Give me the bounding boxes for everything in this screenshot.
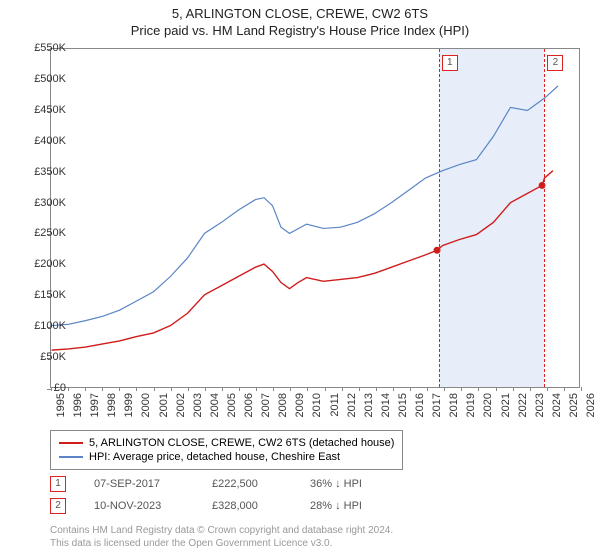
sale-marker-box: 2 xyxy=(547,55,563,71)
sale-row: 1 07-SEP-2017 £222,500 36% ↓ HPI xyxy=(50,476,362,492)
y-axis-label: £250K xyxy=(20,227,66,239)
x-axis-label: 2021 xyxy=(500,393,512,433)
x-axis-label: 2024 xyxy=(551,393,563,433)
y-axis-label: £350K xyxy=(20,166,66,178)
y-axis-label: £300K xyxy=(20,197,66,209)
x-axis-label: 2012 xyxy=(346,393,358,433)
legend-item: HPI: Average price, detached house, Ches… xyxy=(59,451,394,463)
x-axis-label: 2000 xyxy=(140,393,152,433)
sale-marker-icon: 2 xyxy=(50,498,66,514)
sale-marker-box: 1 xyxy=(442,55,458,71)
x-axis-label: 2019 xyxy=(465,393,477,433)
sale-price: £222,500 xyxy=(212,478,282,490)
x-axis-label: 2005 xyxy=(226,393,238,433)
x-axis-label: 2002 xyxy=(175,393,187,433)
legend-swatch xyxy=(59,456,83,458)
y-axis-label: £100K xyxy=(20,320,66,332)
x-axis-label: 2013 xyxy=(363,393,375,433)
plot-area: 1995199619971998199920002001200220032004… xyxy=(50,48,580,388)
sale-marker-line xyxy=(544,49,545,387)
x-axis-label: 2018 xyxy=(448,393,460,433)
x-axis-label: 1997 xyxy=(89,393,101,433)
x-axis-label: 2017 xyxy=(431,393,443,433)
y-axis-label: £450K xyxy=(20,104,66,116)
legend-label: HPI: Average price, detached house, Ches… xyxy=(89,451,340,463)
x-axis-label: 2023 xyxy=(534,393,546,433)
chart-subtitle: Price paid vs. HM Land Registry's House … xyxy=(0,23,600,38)
x-axis-label: 2016 xyxy=(414,393,426,433)
legend: 5, ARLINGTON CLOSE, CREWE, CW2 6TS (deta… xyxy=(50,430,403,470)
legend-item: 5, ARLINGTON CLOSE, CREWE, CW2 6TS (deta… xyxy=(59,437,394,449)
y-axis-label: £50K xyxy=(20,351,66,363)
y-axis-label: £0 xyxy=(20,382,66,394)
sale-price: £328,000 xyxy=(212,500,282,512)
legend-label: 5, ARLINGTON CLOSE, CREWE, CW2 6TS (deta… xyxy=(89,437,394,449)
footer-line: This data is licensed under the Open Gov… xyxy=(50,537,393,550)
series-hpi xyxy=(52,86,558,326)
x-axis-label: 2025 xyxy=(568,393,580,433)
sale-marker-icon: 1 xyxy=(50,476,66,492)
sale-diff: 28% ↓ HPI xyxy=(310,500,362,512)
chart-title: 5, ARLINGTON CLOSE, CREWE, CW2 6TS xyxy=(0,6,600,21)
x-axis-label: 2014 xyxy=(380,393,392,433)
sales-table: 1 07-SEP-2017 £222,500 36% ↓ HPI 2 10-NO… xyxy=(50,476,362,520)
x-axis-label: 2022 xyxy=(517,393,529,433)
sale-date: 07-SEP-2017 xyxy=(94,478,184,490)
x-axis-label: 2004 xyxy=(209,393,221,433)
x-axis-label: 2015 xyxy=(397,393,409,433)
series-price_paid xyxy=(52,171,553,350)
sale-marker-line xyxy=(439,49,440,387)
y-axis-label: £500K xyxy=(20,73,66,85)
sale-row: 2 10-NOV-2023 £328,000 28% ↓ HPI xyxy=(50,498,362,514)
title-block: 5, ARLINGTON CLOSE, CREWE, CW2 6TS Price… xyxy=(0,0,600,38)
sale-diff: 36% ↓ HPI xyxy=(310,478,362,490)
x-axis-label: 1995 xyxy=(55,393,67,433)
y-axis-label: £150K xyxy=(20,289,66,301)
x-axis-label: 1996 xyxy=(72,393,84,433)
plot-svg xyxy=(51,49,579,387)
x-axis-label: 2010 xyxy=(311,393,323,433)
footer: Contains HM Land Registry data © Crown c… xyxy=(50,524,393,550)
x-axis-label: 2020 xyxy=(482,393,494,433)
legend-swatch xyxy=(59,442,83,444)
x-axis-label: 2003 xyxy=(192,393,204,433)
x-axis-label: 1999 xyxy=(123,393,135,433)
x-axis-label: 2011 xyxy=(329,393,341,433)
chart-container: 5, ARLINGTON CLOSE, CREWE, CW2 6TS Price… xyxy=(0,0,600,560)
x-axis-label: 1998 xyxy=(106,393,118,433)
x-axis-label: 2008 xyxy=(277,393,289,433)
x-axis-label: 2026 xyxy=(585,393,597,433)
y-axis-label: £200K xyxy=(20,258,66,270)
y-axis-label: £550K xyxy=(20,42,66,54)
x-axis-label: 2006 xyxy=(243,393,255,433)
footer-line: Contains HM Land Registry data © Crown c… xyxy=(50,524,393,537)
x-axis-label: 2001 xyxy=(158,393,170,433)
x-axis-label: 2009 xyxy=(294,393,306,433)
sale-date: 10-NOV-2023 xyxy=(94,500,184,512)
x-axis-label: 2007 xyxy=(260,393,272,433)
y-axis-label: £400K xyxy=(20,135,66,147)
